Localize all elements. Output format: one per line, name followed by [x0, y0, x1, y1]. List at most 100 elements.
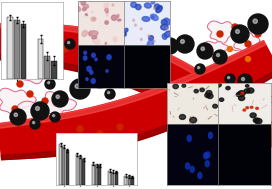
- Polygon shape: [1, 69, 272, 160]
- Circle shape: [12, 106, 18, 112]
- Polygon shape: [229, 86, 254, 104]
- Bar: [44, 56, 50, 79]
- Bar: [95, 166, 98, 185]
- Ellipse shape: [84, 51, 86, 54]
- Ellipse shape: [149, 36, 153, 40]
- Circle shape: [173, 84, 178, 89]
- Circle shape: [210, 89, 220, 99]
- Ellipse shape: [91, 79, 95, 83]
- Circle shape: [45, 56, 51, 62]
- Circle shape: [253, 118, 259, 123]
- Polygon shape: [208, 21, 239, 43]
- Circle shape: [238, 91, 245, 96]
- Circle shape: [213, 104, 217, 108]
- Bar: [79, 156, 82, 185]
- Ellipse shape: [153, 40, 155, 42]
- Ellipse shape: [75, 6, 81, 11]
- Ellipse shape: [92, 36, 97, 39]
- Bar: [98, 166, 101, 185]
- Ellipse shape: [117, 14, 119, 17]
- Circle shape: [15, 38, 21, 44]
- Circle shape: [162, 38, 178, 54]
- Bar: [59, 144, 62, 185]
- Polygon shape: [44, 91, 76, 117]
- Circle shape: [245, 41, 251, 47]
- Ellipse shape: [85, 14, 88, 15]
- Ellipse shape: [190, 166, 194, 172]
- Polygon shape: [31, 29, 64, 54]
- Circle shape: [65, 39, 75, 49]
- Circle shape: [216, 83, 221, 87]
- Polygon shape: [31, 119, 72, 147]
- Polygon shape: [40, 44, 72, 67]
- Circle shape: [195, 64, 205, 74]
- Ellipse shape: [205, 161, 209, 167]
- Circle shape: [22, 24, 28, 30]
- Polygon shape: [0, 41, 272, 160]
- Circle shape: [205, 93, 211, 98]
- Bar: [115, 172, 118, 185]
- Ellipse shape: [90, 70, 93, 74]
- Circle shape: [30, 119, 40, 129]
- Ellipse shape: [106, 11, 108, 13]
- Polygon shape: [0, 55, 264, 160]
- Polygon shape: [1, 24, 272, 135]
- Circle shape: [14, 113, 17, 117]
- Ellipse shape: [86, 78, 88, 81]
- Circle shape: [12, 51, 15, 54]
- Bar: [108, 170, 111, 185]
- Ellipse shape: [92, 38, 100, 44]
- Circle shape: [206, 91, 212, 95]
- Ellipse shape: [104, 3, 109, 8]
- Circle shape: [217, 31, 223, 37]
- Circle shape: [39, 24, 45, 30]
- Circle shape: [219, 98, 224, 101]
- Circle shape: [255, 119, 262, 124]
- Circle shape: [88, 57, 90, 59]
- Circle shape: [52, 67, 57, 71]
- Circle shape: [255, 31, 261, 37]
- Ellipse shape: [161, 24, 168, 30]
- Ellipse shape: [162, 34, 167, 40]
- Ellipse shape: [112, 15, 117, 20]
- Polygon shape: [0, 24, 272, 160]
- Ellipse shape: [154, 4, 160, 10]
- Polygon shape: [213, 98, 241, 121]
- Circle shape: [36, 106, 39, 110]
- Ellipse shape: [92, 53, 95, 57]
- Polygon shape: [2, 21, 44, 50]
- Circle shape: [227, 46, 233, 51]
- Circle shape: [242, 77, 245, 81]
- Ellipse shape: [113, 37, 117, 42]
- Circle shape: [9, 48, 21, 60]
- Ellipse shape: [95, 58, 97, 61]
- Bar: [51, 60, 57, 79]
- Circle shape: [243, 109, 246, 111]
- Circle shape: [197, 67, 200, 69]
- Bar: [92, 164, 95, 185]
- Circle shape: [236, 92, 242, 97]
- Polygon shape: [20, 54, 60, 84]
- Ellipse shape: [208, 132, 212, 139]
- Ellipse shape: [140, 38, 142, 40]
- Circle shape: [36, 46, 41, 51]
- Circle shape: [200, 88, 204, 92]
- Circle shape: [26, 37, 30, 41]
- Circle shape: [244, 89, 250, 93]
- Ellipse shape: [206, 152, 210, 158]
- Ellipse shape: [105, 9, 108, 12]
- Bar: [131, 177, 134, 185]
- Circle shape: [77, 126, 83, 132]
- Circle shape: [52, 115, 55, 117]
- Bar: [125, 176, 127, 185]
- Circle shape: [166, 42, 169, 46]
- Circle shape: [232, 24, 238, 30]
- Circle shape: [238, 74, 252, 88]
- Circle shape: [17, 81, 23, 87]
- Ellipse shape: [93, 18, 95, 20]
- Circle shape: [201, 47, 205, 50]
- Circle shape: [56, 95, 60, 98]
- Circle shape: [52, 91, 68, 107]
- Circle shape: [150, 50, 154, 53]
- Circle shape: [250, 106, 253, 108]
